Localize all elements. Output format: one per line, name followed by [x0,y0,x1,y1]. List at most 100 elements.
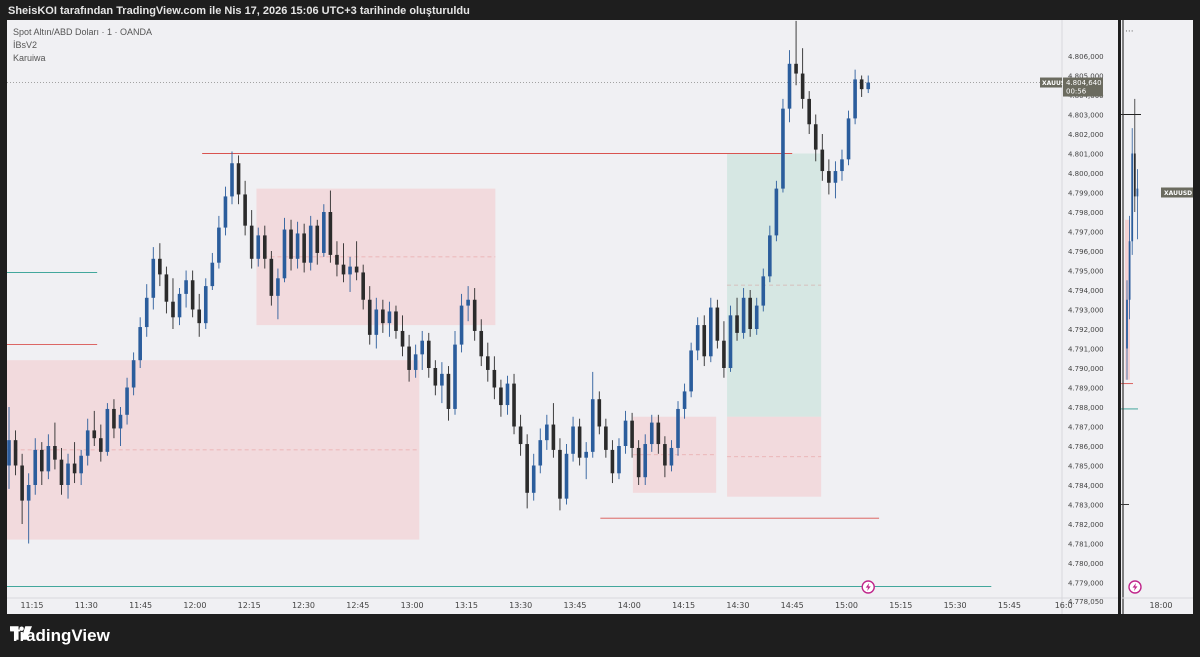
candle-body [276,278,280,296]
zone-supply-0 [7,360,420,540]
tradingview-logo[interactable]: TradingView [10,626,110,646]
candle-body [807,98,811,125]
tradingview-logo-text: TradingView [10,626,110,645]
candle-body [210,262,215,287]
candle-body [538,440,543,466]
candle-body [781,108,785,189]
candle-body [545,424,549,441]
lightning-icon[interactable] [861,580,875,594]
time-tick-label: 15:15 [889,601,912,610]
candle-body [315,225,320,253]
price-tag-countdown: 00:56 [1066,88,1087,96]
symbol-tag-text: XAUUSD [1042,80,1070,87]
candle-body [190,280,195,310]
candle-body [7,440,11,466]
candle-body [492,369,497,388]
candle-body [571,426,575,454]
price-tick-label: 4.784,000 [1068,482,1104,490]
candle-body [610,449,615,474]
mini-lightning-bolt [1132,583,1138,591]
candle-body [466,299,470,306]
price-tick-label: 4.799,000 [1068,190,1104,198]
mini-candle-body [1126,299,1128,349]
candle-body [663,444,667,466]
candle-body [551,424,556,450]
candle-body [328,212,333,255]
candle-body [813,124,818,150]
candle-body [669,447,674,466]
candle-body [354,266,359,273]
candle-body [682,391,687,409]
candle-body [20,465,24,501]
candle-body [846,118,851,160]
chart-panel[interactable]: 4.806,0004.805,0004.804,0004.803,0004.80… [7,20,1118,614]
candle-body [118,414,123,429]
candle-body [433,368,438,386]
candle-body [197,309,202,324]
candle-body [446,373,451,409]
candle-body [597,399,602,427]
main-chart-svg[interactable]: 4.806,0004.805,0004.804,0004.803,0004.80… [7,20,1118,614]
candle-body [112,408,116,429]
mini-chart-panel[interactable]: ··· XAUUSD 18:00 [1121,20,1193,614]
candle-body [761,276,766,306]
candle-body [531,465,536,493]
candle-body [695,325,700,351]
candle-body [833,171,838,183]
time-tick-label: 13:30 [509,601,532,610]
price-tick-label: 4.781,000 [1068,541,1104,549]
price-tick-label: 4.783,000 [1068,502,1104,510]
candle-body [715,307,720,341]
mini-candle-body [1131,153,1134,242]
candle-body [853,79,857,119]
candle-body [774,188,779,236]
candle-body [151,258,156,298]
legend-indicator-karuiwa[interactable]: Karuiwa [13,53,46,63]
legend-indicator-ibs[interactable]: İBsV2 [13,40,38,50]
time-axis: 11:15 11:30 11:45 12:00 12:15 12:30 12:45 13:00… [7,597,1118,610]
candle-body [499,387,503,406]
mini-symbol-tag-bg [1161,187,1193,198]
lightning-icon-bolt [865,583,871,591]
time-tick-label: 12:30 [292,601,315,610]
zone-stop-3 [727,416,822,497]
candle-body [171,301,175,318]
legend-symbol[interactable]: Spot Altın/ABD Doları · 1 · OANDA [13,27,153,37]
candle-body [394,311,398,331]
price-tick-label: 4.785,000 [1068,463,1104,471]
candle-body [794,63,798,74]
candle-body [577,426,582,458]
price-axis: 4.806,0004.805,0004.804,0004.803,0004.80… [1061,20,1104,614]
candle-body [26,485,31,501]
mini-menu-icon[interactable]: ··· [1125,27,1134,37]
candle-body [361,272,365,300]
mini-chart-svg[interactable]: ··· XAUUSD 18:00 [1121,20,1193,614]
mini-symbol-tag: XAUUSD [1164,190,1192,197]
candle-body [66,463,70,485]
candle-body [426,340,431,368]
price-tick-label: 4.779,000 [1068,580,1104,588]
tradingview-logo-icon [10,626,32,640]
time-tick-label: 12:45 [346,601,369,610]
candle-body [866,82,871,90]
candle-body [144,297,149,328]
candle-body [748,297,752,329]
candle-body [184,280,188,294]
candle-body [348,266,352,275]
candle-body [859,79,864,90]
candle-body [72,463,77,474]
price-tick-label: 4.796,000 [1068,248,1104,256]
price-tag-value: 4.804,640 [1066,79,1102,87]
candle-body [413,354,418,370]
candle-body [676,408,680,448]
candle-body [39,449,44,472]
candle-body [92,430,97,439]
candle-body [249,225,254,259]
candle-body [505,383,510,406]
mini-lightning-icon[interactable] [1128,580,1142,594]
candle-body [407,346,411,370]
zone-target-2 [727,153,822,417]
symbol-tag-bg [1040,77,1062,88]
time-tick-label: 13:15 [455,601,478,610]
candle-body [335,254,339,265]
